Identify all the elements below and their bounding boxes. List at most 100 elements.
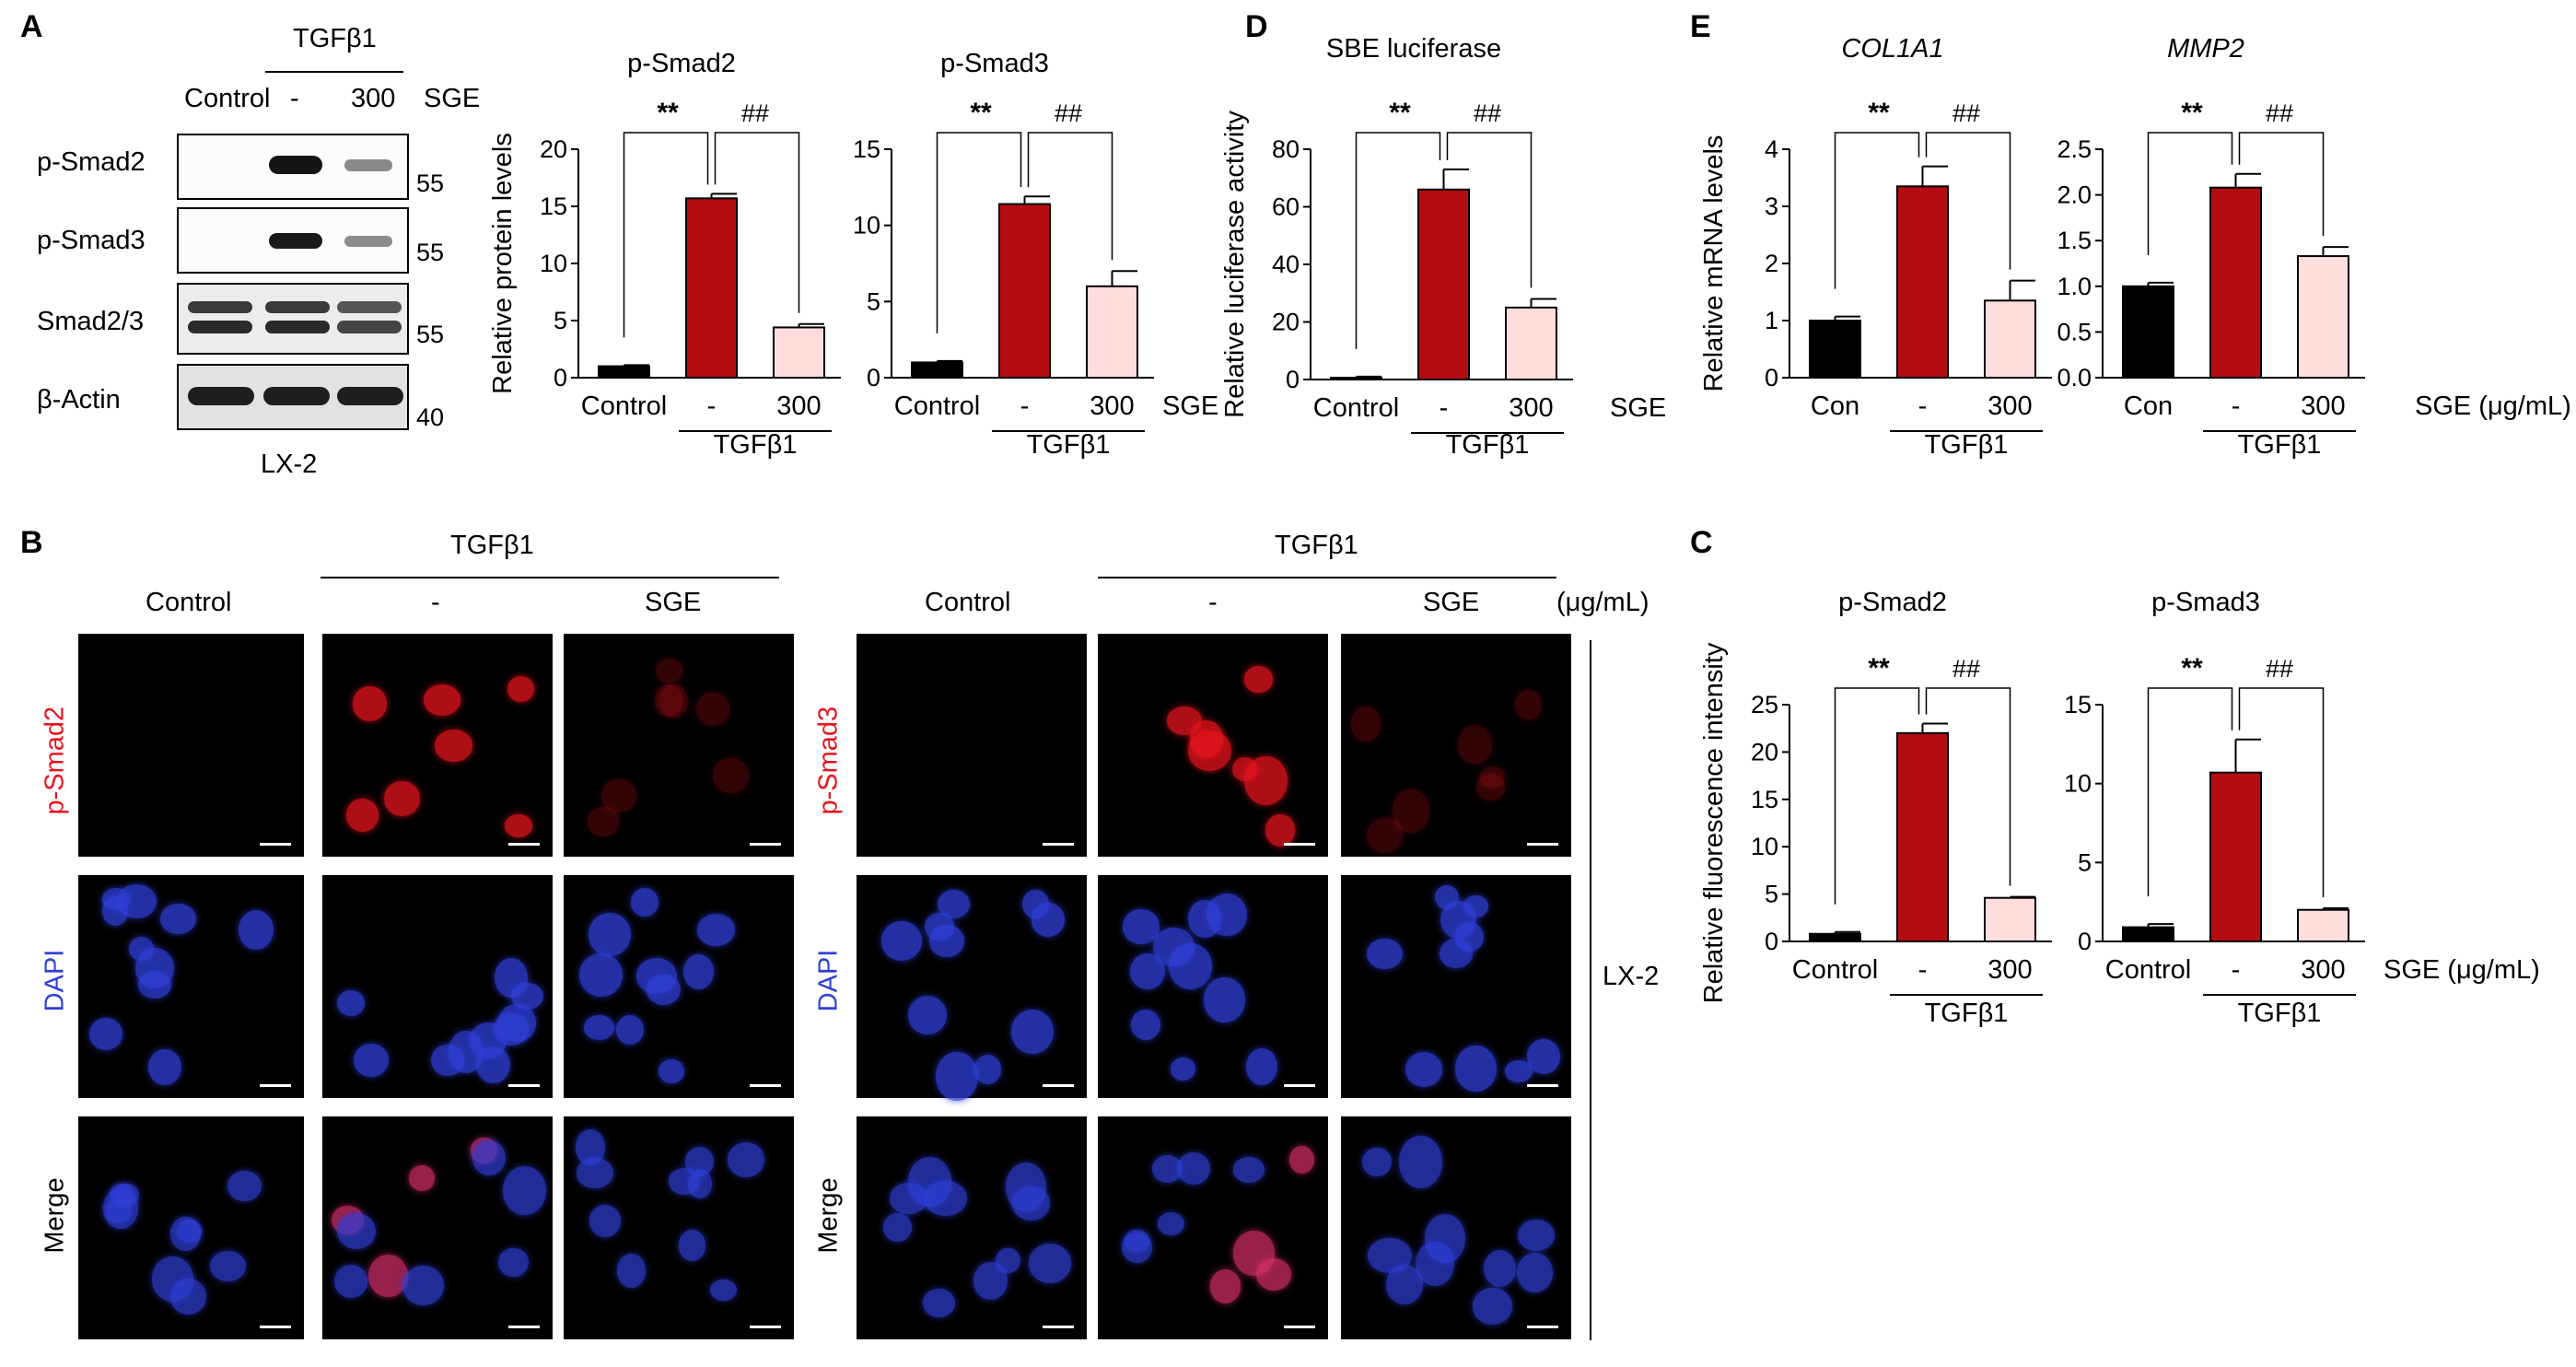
cell-nucleus: [1392, 789, 1430, 833]
micrograph-r2-c1: [78, 875, 304, 1098]
cell-nucleus: [682, 953, 714, 989]
band: [188, 321, 252, 333]
sig-bracket-left: [2147, 132, 2233, 255]
panel-label-c: C: [1690, 525, 1713, 560]
bar-3: [773, 326, 825, 380]
cell-nucleus: [1480, 765, 1505, 788]
category-label: -: [1918, 955, 1928, 985]
sig-label-right: ##: [741, 99, 769, 127]
cell-nucleus: [1398, 1136, 1443, 1188]
cell-nucleus: [728, 1142, 765, 1178]
cell-nucleus: [696, 692, 729, 726]
sig-label-right: ##: [2266, 655, 2293, 683]
scale-bar: [1043, 1326, 1074, 1328]
band: [337, 321, 402, 333]
panel-label-d: D: [1245, 9, 1268, 44]
if-right-col-control: Control: [925, 588, 1011, 617]
cell-nucleus: [336, 990, 365, 1016]
sig-label-right: ##: [1055, 99, 1082, 127]
scale-bar: [1284, 843, 1315, 846]
cell-nucleus: [656, 659, 683, 684]
treatment-label: SGE: [1610, 393, 1666, 423]
cell-nucleus: [102, 896, 128, 927]
chart-title: p-Smad3: [940, 49, 1049, 78]
cell-nucleus: [1131, 1010, 1161, 1041]
category-label: Control: [2105, 955, 2192, 985]
y-axis-label: Relative mRNA levels: [1699, 135, 1729, 392]
y-tick-label: 10: [1751, 833, 1778, 860]
cell-nucleus: [1204, 977, 1245, 1022]
bar-3: [1086, 285, 1138, 379]
category-label: Control: [1313, 393, 1400, 423]
scale-bar: [1527, 843, 1558, 846]
bar-1: [2122, 926, 2174, 943]
scale-bar: [508, 1326, 540, 1328]
sig-bracket-left: [1355, 132, 1441, 349]
cell-nucleus: [1405, 1052, 1442, 1087]
band-label-actin: β-Actin: [37, 385, 121, 415]
y-tick-label: 0: [2078, 928, 2092, 955]
blot-smad23: [177, 283, 409, 355]
cell-nucleus: [383, 781, 420, 816]
cell-nucleus: [1517, 1253, 1553, 1292]
cell-nucleus: [1121, 1232, 1152, 1264]
cell-nucleus: [135, 948, 174, 989]
cell-nucleus: [1484, 1250, 1516, 1288]
cell-nucleus: [353, 685, 387, 721]
scale-bar: [260, 1084, 291, 1087]
cell-nucleus: [1351, 707, 1381, 742]
cell-nucleus: [1233, 1231, 1275, 1276]
cell-nucleus: [685, 1146, 715, 1176]
sig-bracket-left: [623, 132, 709, 338]
if-vertical-divider: [1590, 640, 1591, 1340]
if-right-col-sge: SGE: [1423, 588, 1480, 617]
cell-nucleus: [510, 982, 544, 1011]
bar-2: [2209, 186, 2262, 379]
cell-nucleus: [710, 1279, 738, 1302]
y-tick-label: 0: [1286, 366, 1300, 393]
sig-label-right: ##: [2266, 99, 2293, 127]
cell-nucleus: [587, 806, 619, 836]
cell-nucleus: [579, 952, 624, 998]
if-left-tgf-line: [321, 577, 779, 578]
sig-bracket-right: [1027, 132, 1113, 261]
cell-nucleus: [507, 676, 534, 703]
if-left-col-sge: SGE: [645, 588, 702, 617]
scale-bar: [1043, 843, 1074, 846]
band: [344, 236, 392, 247]
wb-cell-line: LX-2: [261, 450, 318, 479]
y-tick-label: 3: [1765, 193, 1778, 220]
y-tick-label: 2.5: [2057, 135, 2092, 163]
y-tick-label: 15: [2064, 691, 2092, 719]
sig-bracket-right: [2238, 687, 2325, 898]
sig-label-left: **: [2181, 653, 2203, 684]
category-label: Con: [2124, 391, 2173, 421]
y-tick-label: 10: [853, 212, 880, 240]
cell-nucleus: [600, 779, 636, 812]
cell-nucleus: [697, 914, 735, 947]
if-right-tgf-line: [1098, 577, 1556, 578]
band: [265, 301, 330, 313]
cell-nucleus: [1022, 889, 1049, 918]
y-axis-label: Relative fluorescence intensity: [1699, 642, 1729, 1003]
cell-nucleus: [1517, 1219, 1555, 1252]
sig-label-left: **: [970, 98, 992, 128]
cell-nucleus: [1515, 689, 1542, 719]
marker-2: 55: [416, 239, 445, 266]
group-label: TGFβ1: [714, 430, 798, 460]
bar-2: [2209, 771, 2262, 942]
cell-nucleus: [1415, 1242, 1454, 1287]
cell-nucleus: [1289, 1146, 1315, 1174]
blot-psmad2: [177, 134, 409, 200]
micrograph-r2-c2: [322, 875, 553, 1098]
cell-nucleus: [159, 903, 197, 935]
cell-nucleus: [1152, 927, 1195, 967]
bar-3: [1984, 896, 2036, 942]
micrograph-r3-c1: [78, 1116, 304, 1339]
band: [265, 321, 330, 333]
cell-nucleus: [1206, 894, 1247, 937]
scale-bar: [260, 843, 291, 846]
cell-nucleus: [1368, 1238, 1412, 1274]
